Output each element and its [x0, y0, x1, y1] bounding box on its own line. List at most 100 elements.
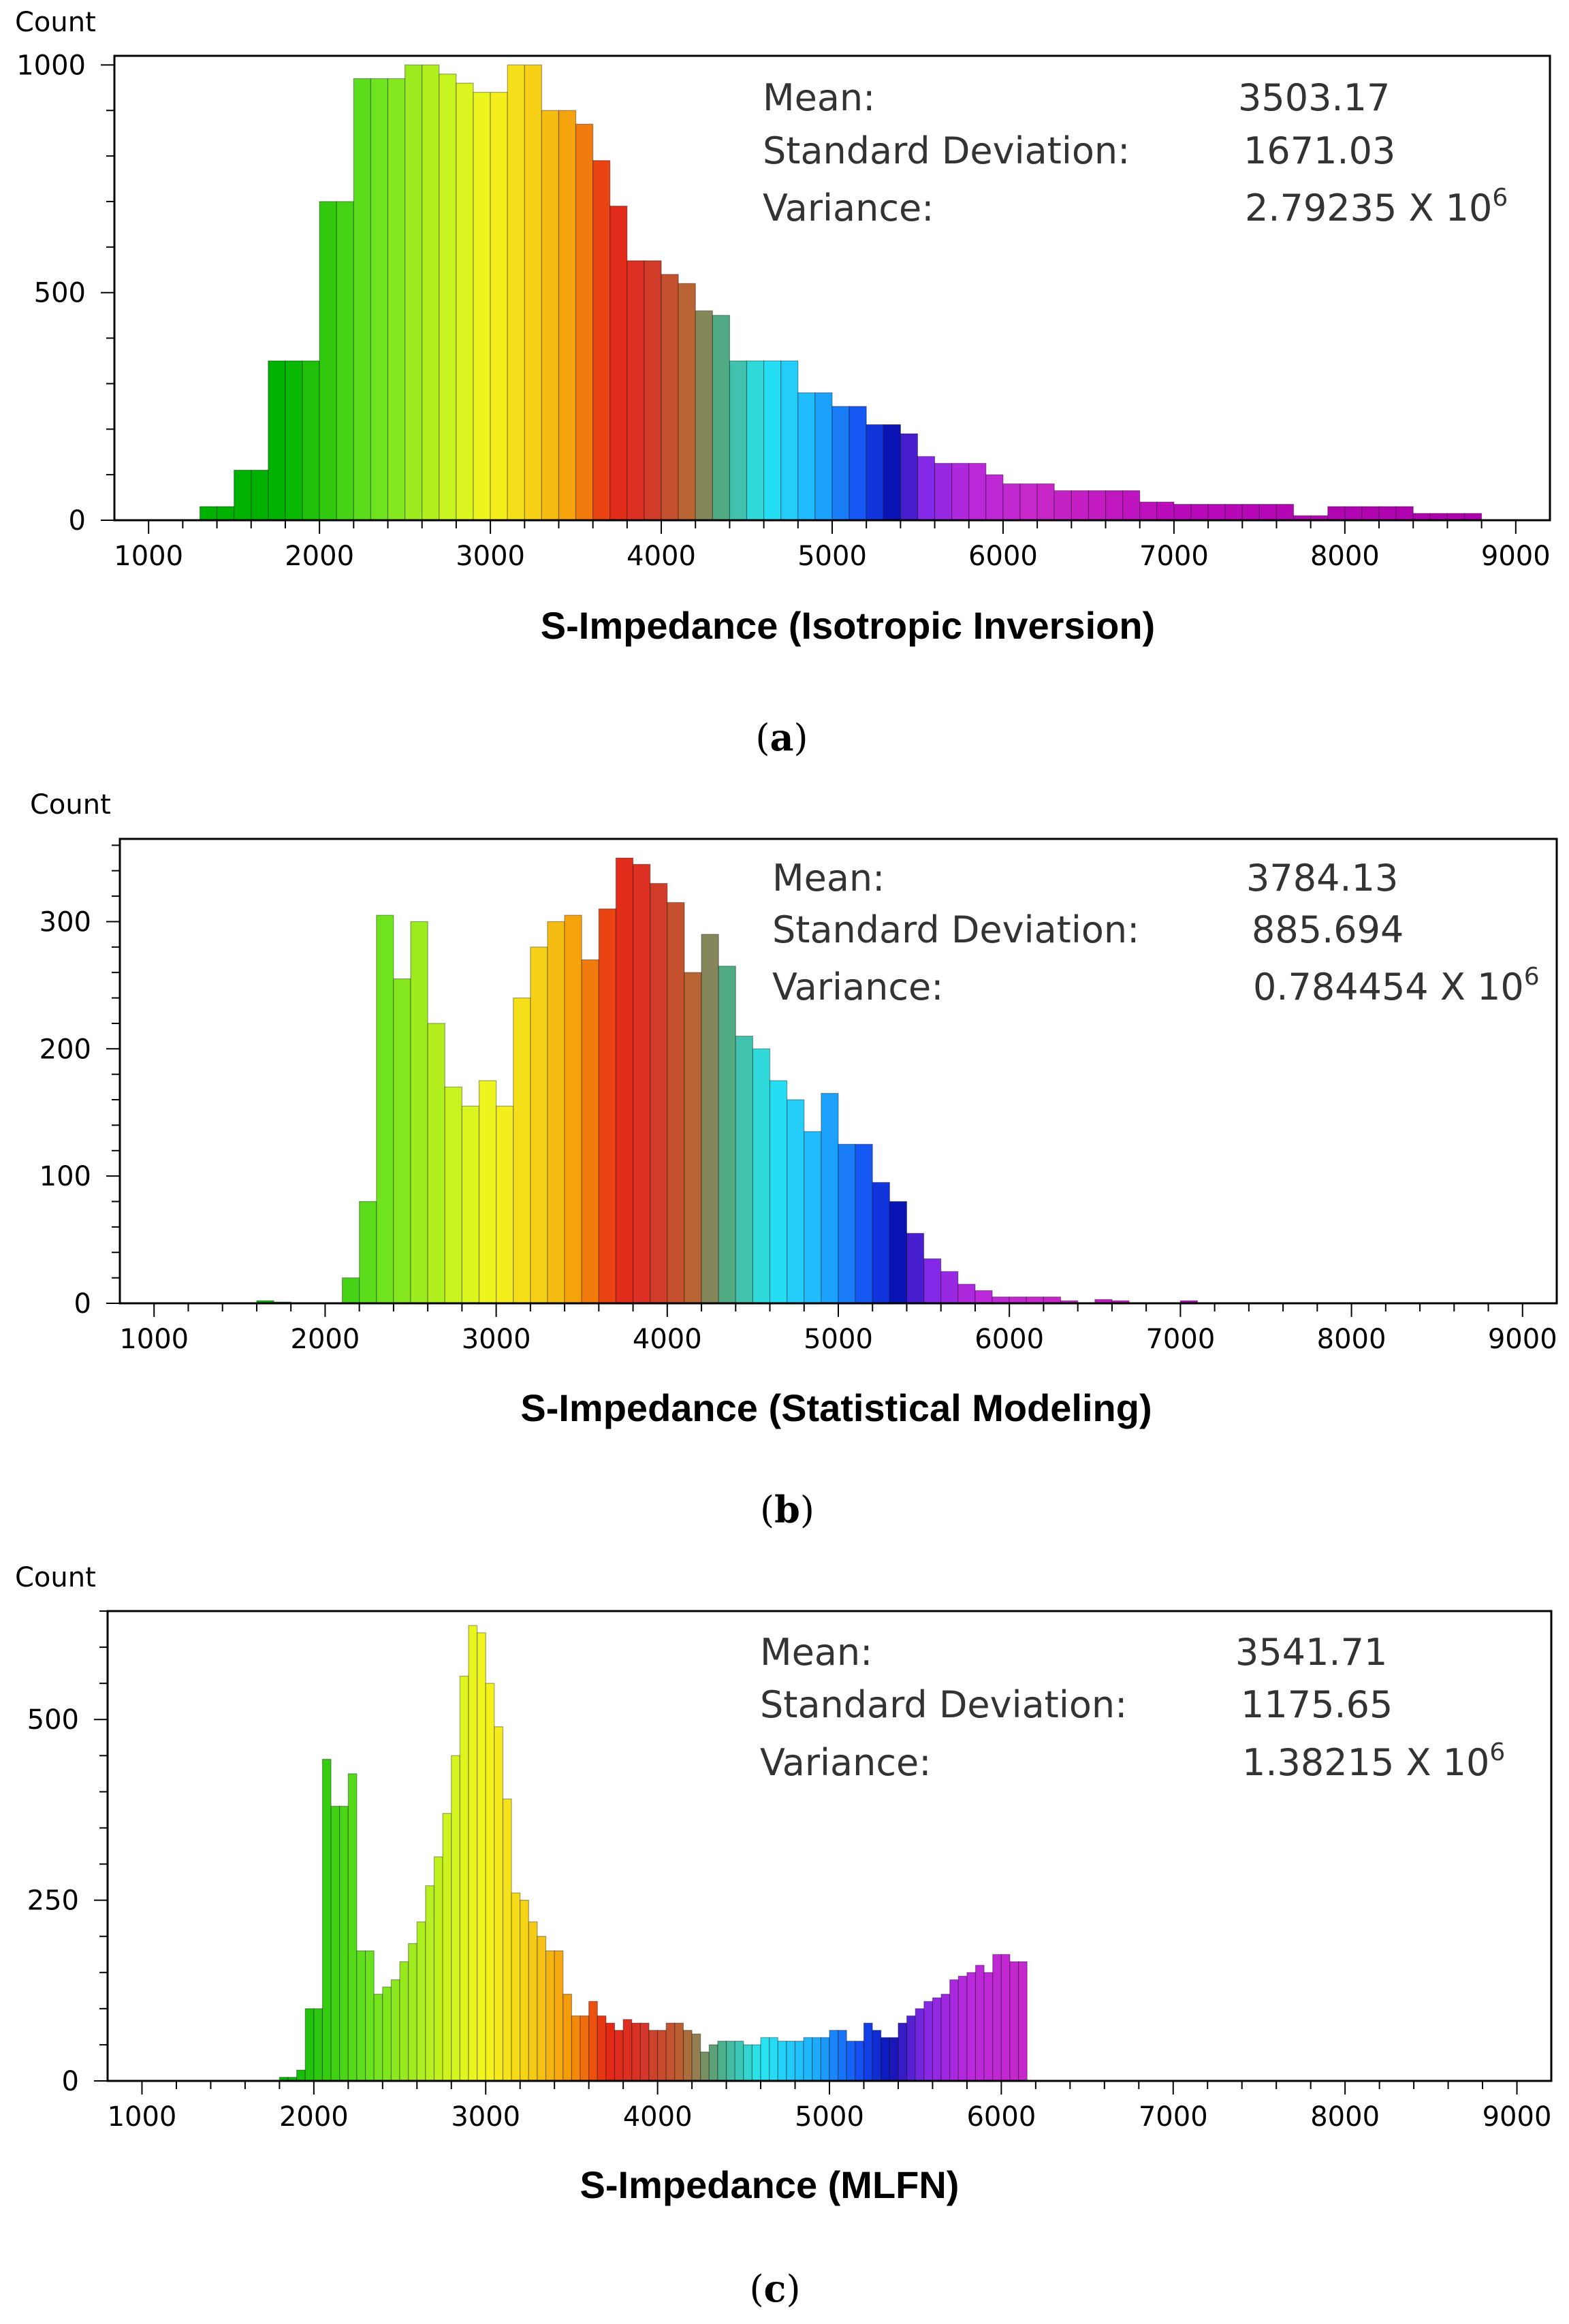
histogram-bar — [797, 392, 816, 521]
histogram-bar — [820, 2037, 830, 2082]
histogram-bar — [507, 64, 525, 521]
histogram-bar — [393, 978, 411, 1304]
x-ticks: 1000 2000 3000 4000 5000 6000 7000 8000 9000 — [114, 520, 1551, 572]
histogram-bar — [571, 2015, 581, 2082]
histogram-bar — [605, 2022, 616, 2082]
x-tick-label: 4000 — [627, 541, 696, 572]
histogram-bar — [940, 1271, 959, 1304]
histogram-bar — [794, 2041, 804, 2082]
variance-label: Variance: — [760, 1741, 931, 1784]
x-tick-label: 5000 — [797, 541, 867, 572]
histogram-bar — [547, 921, 565, 1304]
histogram-bar — [399, 1961, 409, 2082]
sd-label: Standard Deviation: — [763, 129, 1130, 172]
histogram-bar — [1378, 506, 1397, 521]
sd-label: Standard Deviation: — [772, 908, 1139, 951]
stats-box: Mean: 3784.13 Standard Deviation: 885.69… — [772, 857, 1540, 1008]
histogram-bar — [422, 64, 440, 521]
histogram-bar — [889, 1200, 908, 1304]
histogram-bar — [957, 1975, 968, 2082]
histogram-bar — [838, 1143, 856, 1304]
histogram-bar — [216, 506, 235, 521]
histogram-bar — [494, 1726, 504, 2082]
histogram-bar — [701, 934, 719, 1304]
histogram-bar — [609, 206, 628, 521]
x-tick-label: 3000 — [462, 1324, 531, 1355]
histogram-bar — [746, 360, 765, 521]
histogram-bar — [439, 74, 457, 521]
y-tick-label: 0 — [62, 2066, 79, 2097]
histogram-bar — [597, 2015, 607, 2082]
histogram-bar — [915, 2008, 925, 2082]
histogram-bar — [336, 201, 354, 521]
histogram-bar — [524, 64, 542, 521]
x-ticks: 1000 2000 3000 4000 5000 6000 7000 8000 9000 — [119, 1303, 1557, 1355]
histogram-bar — [564, 914, 582, 1304]
histogram-bar — [511, 1892, 521, 2082]
histogram-bar — [528, 1921, 538, 2082]
histogram-bar — [787, 1099, 805, 1304]
histogram-bar — [477, 1632, 486, 2082]
y-tick-label: 200 — [39, 1034, 91, 1065]
histogram-bar — [353, 78, 372, 521]
histogram-bar — [1173, 503, 1192, 521]
mean-value: 3784.13 — [1246, 857, 1398, 900]
histogram-bar — [983, 1972, 994, 2082]
histogram-bar — [302, 360, 320, 521]
y-tick-label: 500 — [34, 278, 86, 309]
histogram-bar — [359, 1200, 377, 1304]
y-tick-label: 100 — [39, 1161, 91, 1192]
histogram-bar — [234, 469, 252, 521]
histogram-bar — [339, 1806, 349, 2082]
histogram-bar — [1395, 506, 1414, 521]
histogram-bar — [831, 406, 850, 521]
histogram-bar — [752, 1048, 771, 1304]
histogram-bar — [319, 201, 337, 521]
histogram-bar — [347, 1773, 358, 2082]
x-ticks: 1000 2000 3000 4000 5000 6000 7000 8000 9000 — [108, 2081, 1551, 2133]
variance-exponent: 6 — [1489, 1738, 1505, 1766]
histogram-bar — [1446, 513, 1465, 521]
histogram-bar — [513, 997, 531, 1304]
histogram-bar — [906, 2015, 916, 2082]
histogram-bar — [1009, 1961, 1019, 2082]
variance-exponent: 6 — [1492, 184, 1508, 212]
histogram-bar — [251, 469, 269, 521]
histogram-bar — [1224, 503, 1243, 521]
histogram-bar — [615, 857, 634, 1304]
histogram-bar — [650, 882, 668, 1304]
histogram-bar — [644, 260, 662, 521]
histogram-bar — [682, 2030, 693, 2082]
histogram-bar — [1241, 503, 1260, 521]
histogram-bar — [684, 972, 702, 1304]
histogram-bar — [855, 1143, 873, 1304]
histogram-bar — [1412, 513, 1431, 521]
histogram-bar — [622, 2019, 633, 2082]
histogram-bar — [667, 902, 685, 1304]
x-tick-label: 3000 — [456, 541, 525, 572]
y-tick-label: 500 — [27, 1704, 79, 1736]
histogram-bar — [1071, 490, 1090, 521]
histogram-bar — [665, 2022, 676, 2082]
histogram-bar — [863, 2022, 873, 2082]
histogram-bar — [898, 2022, 908, 2082]
histogram-bar — [1344, 506, 1363, 521]
histogram-bar — [554, 1950, 564, 2082]
y-tick-label: 250 — [27, 1885, 79, 1917]
histogram-bar — [804, 1131, 822, 1304]
sd-label: Standard Deviation: — [760, 1683, 1127, 1726]
histogram-bar — [373, 1994, 383, 2082]
histogram-bar — [838, 2030, 847, 2082]
x-axis-label: S-Impedance (Statistical Modeling) — [520, 1386, 1152, 1429]
histogram-bar — [496, 1105, 514, 1304]
x-tick-label: 8000 — [1310, 541, 1380, 572]
x-tick-label: 6000 — [968, 541, 1038, 572]
histogram-bar — [1156, 501, 1175, 521]
panel-caption: (c) — [749, 2267, 800, 2310]
histogram-bar — [717, 2041, 727, 2082]
x-tick-label: 2000 — [279, 2101, 349, 2133]
histogram-bar — [932, 1997, 942, 2082]
histogram-bar — [632, 863, 651, 1304]
histogram-bar — [966, 1972, 977, 2082]
